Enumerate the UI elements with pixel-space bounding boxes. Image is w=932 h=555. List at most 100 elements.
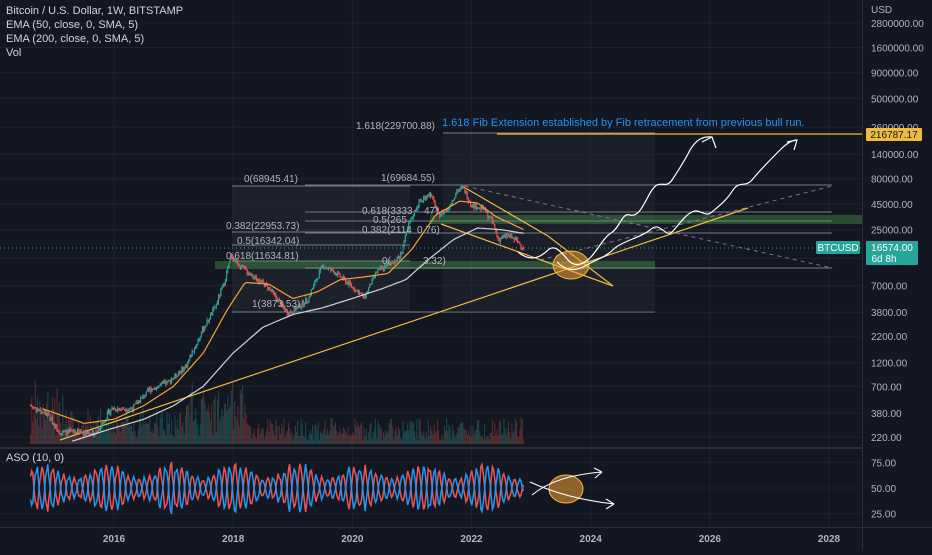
candle-body (331, 269, 333, 271)
volume-bar (55, 434, 57, 444)
volume-bar (221, 409, 223, 444)
ema50-legend[interactable]: EMA (50, close, 0, SMA, 5) (6, 19, 139, 31)
candle-body (363, 294, 365, 297)
volume-bar (439, 439, 441, 444)
candle-body (76, 431, 78, 434)
long-term-trendline[interactable] (59, 207, 749, 441)
candle-body (85, 429, 87, 435)
candle-body (409, 222, 411, 224)
time-tick-label: 2026 (699, 534, 722, 545)
candle-body (213, 307, 215, 310)
candle-body (260, 279, 262, 282)
volume-bar (297, 420, 299, 444)
volume-bar (64, 423, 66, 444)
volume-bar (392, 426, 394, 444)
volume-bar (87, 409, 89, 444)
pane-separator[interactable] (0, 447, 862, 449)
candle-body (485, 207, 487, 213)
candle-body (375, 271, 377, 277)
candle-body (55, 424, 57, 428)
volume-bar (206, 409, 208, 444)
candle-body (110, 409, 112, 414)
candle-body (486, 211, 488, 213)
ema200-legend[interactable]: EMA (200, close, 0, SMA, 5) (6, 33, 145, 45)
chart-legend[interactable]: Bitcoin / U.S. Dollar, 1W, BITSTAMP EMA … (6, 4, 183, 60)
volume-bar (62, 395, 64, 444)
candle-body (333, 271, 335, 275)
candle-body (152, 388, 154, 390)
target-zone-ellipse[interactable] (552, 250, 590, 280)
candle-body (373, 276, 375, 278)
wedge-lower[interactable] (440, 223, 614, 287)
resistance-zone[interactable] (430, 215, 862, 224)
projection-path-1[interactable] (517, 136, 717, 266)
volume-bar (202, 397, 204, 444)
time-axis[interactable]: 2016 2018 2020 2022 2024 2026 2028 (103, 534, 841, 545)
volume-bar (380, 428, 382, 444)
volume-bar (478, 420, 480, 444)
volume-bar (449, 427, 451, 444)
oscillator-axis[interactable]: 75.00 50.00 25.00 (871, 458, 896, 520)
volume-bar (230, 390, 232, 444)
fib-b0618-label: 0.618(3333 (362, 206, 413, 217)
candle-body (148, 389, 150, 391)
volume-bar (149, 417, 151, 444)
candle-body (408, 223, 410, 229)
volume-bar (128, 426, 130, 444)
candle-body (177, 373, 179, 377)
drawings-front[interactable] (517, 136, 798, 280)
volume-bar (37, 396, 39, 444)
candle-body (395, 260, 397, 262)
candle-body (493, 221, 495, 224)
candle-body (89, 433, 91, 435)
candle-body (491, 217, 493, 222)
volume-bar (318, 439, 320, 444)
volume-legend[interactable]: Vol (6, 47, 22, 59)
time-tick-label: 2022 (460, 534, 483, 545)
candle-body (158, 385, 160, 387)
volume-bar (498, 420, 500, 444)
candle-body (122, 407, 124, 410)
volume-bar (136, 436, 138, 444)
candle-body (289, 311, 291, 315)
ema-50-line (42, 200, 524, 424)
candle-body (428, 192, 430, 196)
candle-body (297, 305, 299, 308)
volume-bar (204, 402, 206, 444)
candle-body (441, 211, 443, 215)
fib-box-a[interactable] (232, 186, 410, 312)
volume-bar (242, 384, 244, 444)
aso-arrow-down[interactable] (529, 481, 615, 510)
aso-cross-ellipse[interactable] (548, 474, 584, 504)
support-zone[interactable] (215, 261, 655, 269)
candle-body (49, 415, 51, 420)
wedge-upper[interactable] (461, 185, 549, 237)
candle-body (379, 267, 381, 269)
volume-bar (409, 420, 411, 444)
volume-bar (485, 439, 487, 444)
symbol-title[interactable]: Bitcoin / U.S. Dollar, 1W, BITSTAMP (6, 5, 184, 17)
candle-body (321, 265, 323, 268)
volume-bars (30, 380, 524, 444)
projection-path-2[interactable] (556, 139, 798, 271)
volume-bar (117, 423, 119, 444)
candle-body (435, 207, 437, 209)
volume-bar (94, 432, 96, 444)
volume-bar (129, 425, 131, 444)
aso-arrow-up[interactable] (531, 467, 603, 496)
candle-body (296, 307, 298, 311)
candle-body (174, 373, 176, 378)
oscillator-legend[interactable]: ASO (10, 0) (6, 452, 65, 464)
volume-bar (411, 422, 413, 444)
volume-bar (61, 430, 63, 444)
candle-body (314, 281, 316, 285)
volume-bar (384, 436, 386, 444)
candle-body (480, 206, 482, 210)
volume-bar (213, 400, 215, 444)
volume-bar (198, 435, 200, 444)
volume-bar (361, 422, 363, 444)
volume-bar (191, 382, 193, 444)
volume-bar (88, 429, 90, 444)
